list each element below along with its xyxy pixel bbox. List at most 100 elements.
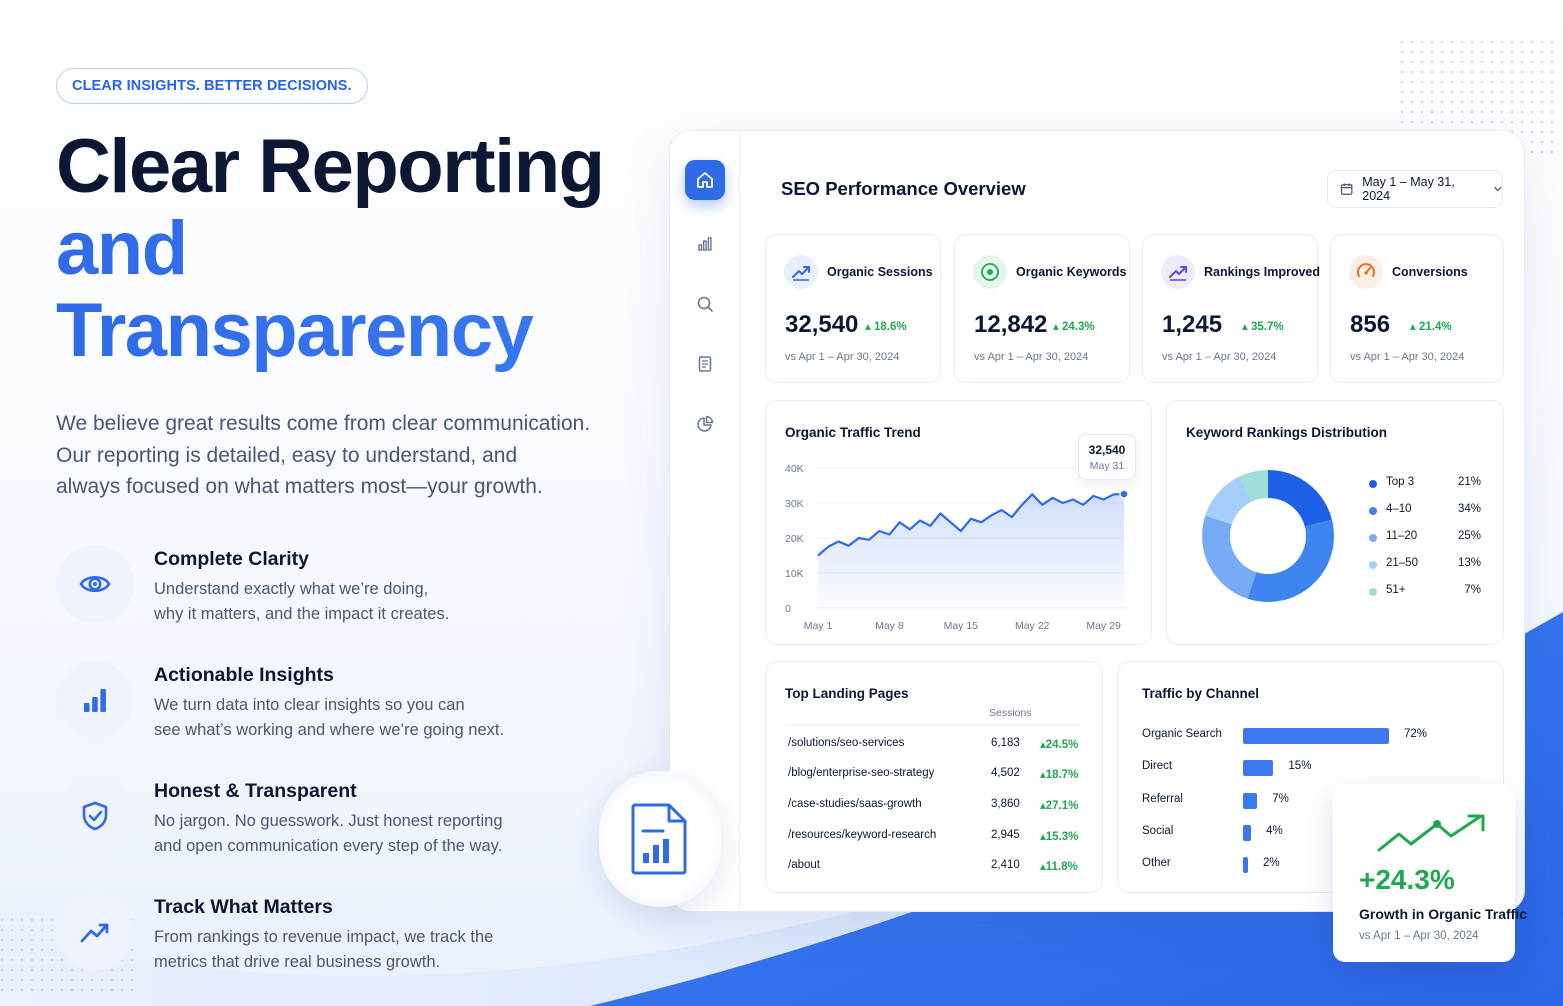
- page-title: Clear Reporting and Transparency: [56, 126, 656, 372]
- growth-value: ▴27.1%: [1040, 800, 1079, 812]
- kpi-label: Organic Sessions: [827, 265, 933, 279]
- channel-bar: [1243, 825, 1252, 841]
- growth-label: Growth in Organic Traffic: [1359, 906, 1528, 922]
- sidebar-item-insights[interactable]: [685, 404, 725, 444]
- page-path[interactable]: /solutions/seo-services: [788, 737, 905, 749]
- feature-item: Track What Matters From rankings to reve…: [56, 892, 656, 1006]
- area-fill: [818, 494, 1124, 608]
- channel-percent: 7%: [1272, 793, 1289, 805]
- y-tick-label: 20K: [785, 533, 804, 545]
- trend-up-icon: [1161, 255, 1195, 289]
- donut-slice: [1239, 470, 1268, 502]
- dashboard-window: SEO Performance Overview May 1 – May 31,…: [669, 130, 1525, 912]
- growth-value: +24.3%: [1359, 864, 1455, 895]
- page-path[interactable]: /resources/keyword-research: [788, 829, 937, 841]
- feature-description: From rankings to revenue impact, we trac…: [154, 927, 494, 972]
- feature-description: We turn data into clear insights so you …: [154, 695, 505, 740]
- traffic-trend-chart: 0 10K 20K 30K 40K May 1 May 8 May 15 May 22 May 2…: [785, 463, 1130, 632]
- kpi-comparison: vs Apr 1 – Apr 30, 2024: [974, 351, 1089, 363]
- channel-percent: 4%: [1266, 825, 1283, 837]
- traffic-trend-card: Organic Traffic Trend 0 10K 20K 30K 40K May 1…: [765, 400, 1152, 645]
- kpi-card-organic-sessions[interactable]: Organic Sessions 32,540 ▴ 18.6% vs Apr 1…: [765, 234, 941, 383]
- channel-bar: [1243, 793, 1258, 809]
- kpi-value: 12,842: [974, 311, 1048, 338]
- table-row[interactable]: /blog/enterprise-seo-strategy 4,502 ▴18.…: [788, 767, 1081, 783]
- growth-value: ▴18.7%: [1040, 769, 1079, 781]
- legend-percent: 21%: [1457, 476, 1481, 488]
- channel-percent: 2%: [1263, 857, 1280, 869]
- divider: [785, 724, 1081, 725]
- legend-label: Top 3: [1386, 476, 1415, 488]
- channel-bar: [1243, 728, 1389, 744]
- donut-slice: [1205, 476, 1252, 525]
- x-tick-label: May 8: [875, 620, 904, 632]
- tooltip-value: 32,540: [1088, 443, 1126, 457]
- trend-up-icon: [56, 892, 134, 971]
- card-title: Organic Traffic Trend: [785, 425, 921, 440]
- card-title: Top Landing Pages: [785, 686, 909, 701]
- donut-slice: [1247, 519, 1334, 602]
- traffic-by-channel-card: Traffic by Channel Organic Search 72% Dire…: [1117, 661, 1504, 893]
- table-row[interactable]: /resources/keyword-research 2,945 ▴15.3%: [788, 829, 1081, 845]
- page-path[interactable]: /about: [788, 859, 820, 871]
- target-icon: [973, 255, 1007, 289]
- sidebar-item-reports[interactable]: [685, 344, 725, 384]
- sidebar-item-analytics[interactable]: [685, 224, 725, 264]
- calendar-icon: [1340, 183, 1353, 195]
- sidebar: [670, 131, 740, 911]
- tooltip-date: May 31: [1089, 460, 1125, 472]
- sidebar-item-search[interactable]: [685, 284, 725, 324]
- table-row[interactable]: /solutions/seo-services 6,183 ▴24.5%: [788, 737, 1081, 753]
- top-landing-pages-card: Top Landing Pages Sessions /solutions/se…: [765, 661, 1103, 893]
- kpi-card-conversions[interactable]: Conversions 856 ▴ 21.4% vs Apr 1 – Apr 3…: [1330, 234, 1504, 383]
- page-path[interactable]: /blog/enterprise-seo-strategy: [788, 767, 935, 779]
- document-icon: [698, 356, 712, 372]
- tagline-badge: CLEAR INSIGHTS. BETTER DECISIONS.: [56, 68, 368, 104]
- legend-percent: 25%: [1457, 530, 1481, 542]
- trend-up-icon: [1377, 814, 1485, 852]
- rankings-donut-chart: [1202, 470, 1334, 602]
- legend-item: 21–50 13%: [1369, 557, 1481, 573]
- feature-title: Actionable Insights: [154, 663, 334, 686]
- channel-row: Organic Search 72%: [1142, 728, 1482, 744]
- shield-check-icon: [56, 776, 134, 855]
- legend-percent: 7%: [1464, 584, 1481, 596]
- growth-value: ▴24.5%: [1040, 739, 1079, 751]
- gauge-icon: [1349, 255, 1383, 289]
- kpi-card-rankings-improved[interactable]: Rankings Improved 1,245 ▴ 35.7% vs Apr 1…: [1142, 234, 1320, 383]
- x-tick-label: May 22: [1015, 620, 1050, 632]
- date-range-picker[interactable]: May 1 – May 31, 2024: [1327, 170, 1503, 208]
- feature-list: Complete Clarity Understand exactly what…: [56, 544, 656, 1006]
- legend-dot: [1369, 588, 1377, 596]
- growth-value: ▴11.8%: [1040, 861, 1078, 873]
- legend-dot: [1369, 507, 1377, 515]
- feature-title: Track What Matters: [154, 895, 333, 918]
- legend-label: 51+: [1386, 584, 1406, 596]
- table-row[interactable]: /case-studies/saas-growth 3,860 ▴27.1%: [788, 798, 1081, 814]
- legend-dot: [1369, 534, 1377, 542]
- chevron-down-icon: [1493, 186, 1501, 192]
- channel-percent: 72%: [1404, 728, 1428, 740]
- sidebar-item-home[interactable]: [685, 160, 725, 200]
- feature-description: Understand exactly what we’re doing, why …: [154, 579, 450, 624]
- legend-percent: 13%: [1457, 557, 1481, 569]
- legend-dot: [1369, 561, 1377, 569]
- page-path[interactable]: /case-studies/saas-growth: [788, 798, 922, 810]
- sessions-value: 6,183: [991, 737, 1020, 749]
- legend-label: 4–10: [1386, 503, 1412, 515]
- kpi-card-organic-keywords[interactable]: Organic Keywords 12,842 ▴ 24.3% vs Apr 1…: [954, 234, 1130, 383]
- data-point: [1119, 489, 1129, 499]
- channel-name: Organic Search: [1142, 728, 1222, 740]
- kpi-label: Organic Keywords: [1016, 265, 1127, 279]
- feature-item: Actionable Insights We turn data into cl…: [56, 660, 656, 777]
- feature-item: Complete Clarity Understand exactly what…: [56, 544, 656, 661]
- legend-item: 4–10 34%: [1369, 503, 1481, 519]
- bar-chart-icon: [698, 237, 712, 251]
- table-row[interactable]: /about 2,410 ▴11.8%: [788, 859, 1081, 875]
- channel-percent: 15%: [1288, 760, 1312, 772]
- kpi-comparison: vs Apr 1 – Apr 30, 2024: [785, 351, 900, 363]
- x-tick-label: May 15: [944, 620, 979, 632]
- sessions-value: 2,410: [991, 859, 1020, 871]
- legend-dot: [1369, 480, 1377, 488]
- channel-name: Other: [1142, 857, 1171, 869]
